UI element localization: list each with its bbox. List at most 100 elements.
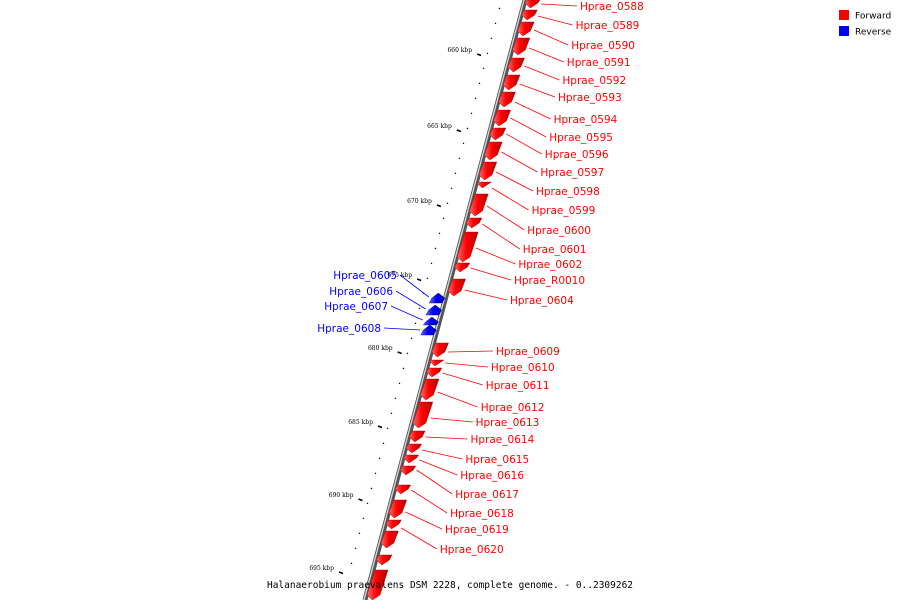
minor-ticks: [350, 7, 501, 565]
minor-tick: [462, 142, 465, 145]
forward-gene-feature: [388, 499, 407, 519]
gene-label-forward[interactable]: Hprae_0593: [558, 92, 622, 104]
minor-tick: [482, 67, 485, 70]
minor-tick: [486, 52, 489, 55]
major-tick: [416, 278, 422, 282]
gene-label-forward[interactable]: Hprae_0596: [545, 149, 609, 161]
gene-label-forward[interactable]: Hprae_0610: [491, 362, 555, 374]
leader-line: [482, 223, 521, 250]
gene-label-forward[interactable]: Hprae_0599: [532, 205, 596, 217]
leader-line: [430, 417, 473, 423]
minor-tick: [354, 547, 357, 550]
leader-line: [383, 327, 421, 331]
leader-line: [390, 305, 423, 321]
gene-label-reverse[interactable]: Hprae_0605: [333, 270, 397, 282]
gene-label-forward[interactable]: Hprae_0592: [562, 75, 626, 87]
gene-label-reverse[interactable]: Hprae_0608: [317, 323, 381, 335]
forward-gene-feature: [380, 530, 399, 549]
gene-label-forward[interactable]: Hprae_0611: [486, 380, 550, 392]
forward-gene-feature: [507, 57, 525, 73]
tick-label: 660 kbp: [447, 47, 472, 54]
minor-tick: [458, 157, 461, 160]
gene-label-forward[interactable]: Hprae_R0010: [514, 275, 585, 287]
leader-line: [395, 290, 426, 310]
gene-label-forward[interactable]: Hprae_0601: [523, 244, 587, 256]
gene-label-forward[interactable]: Hprae_0597: [540, 167, 604, 179]
genome-caption: Halanaerobium praevalens DSM 2228, compl…: [267, 580, 633, 591]
gene-label-forward[interactable]: Hprae_0590: [571, 40, 635, 52]
tick-label: 695 kbp: [309, 565, 334, 572]
gene-label-forward[interactable]: Hprae_0594: [554, 114, 618, 126]
leader-line: [540, 3, 578, 7]
forward-gene-feature: [502, 74, 521, 91]
minor-tick: [366, 502, 369, 505]
reverse-gene-feature: [420, 324, 437, 336]
leader-line: [445, 362, 488, 368]
forward-gene-feature: [454, 262, 471, 273]
gene-label-forward[interactable]: Hprae_0613: [476, 417, 540, 429]
minor-tick: [386, 427, 389, 430]
leader-line: [400, 527, 438, 550]
minor-tick: [402, 367, 405, 370]
minor-tick: [350, 562, 353, 565]
leader-line: [506, 133, 542, 155]
gene-label-forward[interactable]: Hprae_0618: [450, 508, 514, 520]
leader-line: [533, 29, 569, 46]
forward-gene-feature: [385, 519, 402, 530]
gene-label-forward[interactable]: Hprae_0591: [567, 57, 631, 69]
major-tick: [397, 351, 402, 355]
leader-line: [442, 372, 483, 386]
minor-tick: [454, 172, 457, 175]
leader-line: [537, 15, 573, 26]
forward-gene-feature: [476, 181, 493, 189]
minor-tick: [430, 262, 433, 265]
legend-reverse-label: Reverse: [855, 28, 892, 38]
gene-label-reverse[interactable]: Hprae_0607: [324, 301, 388, 313]
tick-label: 690 kbp: [329, 492, 354, 499]
gene-label-forward[interactable]: Hprae_0619: [445, 524, 509, 536]
forward-gene-feature: [498, 91, 516, 108]
gene-label-forward[interactable]: Hprae_0612: [481, 402, 545, 414]
minor-tick: [398, 382, 401, 385]
major-tick: [456, 129, 462, 133]
forward-gene-feature: [469, 193, 489, 217]
gene-label-forward[interactable]: Hprae_0614: [471, 434, 535, 446]
gene-label-forward[interactable]: Hprae_0616: [460, 470, 524, 482]
forward-gene-feature: [426, 367, 443, 378]
gene-features: [366, 0, 541, 600]
minor-tick: [498, 7, 501, 10]
gene-label-forward[interactable]: Hprae_0588: [580, 1, 644, 13]
legend: Forward Reverse: [839, 10, 892, 38]
gene-label-forward[interactable]: Hprae_0604: [510, 295, 574, 307]
gene-label-forward[interactable]: Hprae_0602: [518, 259, 582, 271]
minor-tick: [382, 442, 385, 445]
forward-gene-feature: [521, 9, 538, 21]
gene-label-forward[interactable]: Hprae_0615: [465, 454, 529, 466]
gene-label-forward[interactable]: Hprae_0589: [576, 20, 640, 32]
forward-gene-feature: [376, 554, 393, 566]
leader-line: [495, 171, 534, 192]
gene-label-forward[interactable]: Hprae_0600: [527, 225, 591, 237]
gene-label-forward[interactable]: Hprae_0598: [536, 186, 600, 198]
gene-label-forward[interactable]: Hprae_0617: [455, 489, 519, 501]
forward-gene-feature: [447, 278, 466, 297]
gene-labels: Hprae_0588 Hprae_0589 Hprae_0590 Hprae_0591…: [317, 1, 644, 556]
gene-label-forward[interactable]: Hprae_0595: [549, 132, 613, 144]
leader-line: [425, 436, 468, 440]
tick-label: 670 kbp: [407, 198, 432, 205]
reverse-gene-feature: [425, 304, 442, 316]
gene-label-reverse[interactable]: Hprae_0606: [329, 286, 393, 298]
minor-tick: [378, 457, 381, 460]
gene-label-forward[interactable]: Hprae_0609: [496, 346, 560, 358]
leader-line: [514, 101, 551, 120]
minor-tick: [362, 517, 365, 520]
major-tick: [338, 571, 344, 575]
forward-gene-feature: [456, 231, 479, 263]
minor-tick: [478, 82, 481, 85]
minor-tick: [426, 277, 429, 280]
gene-label-forward[interactable]: Hprae_0620: [440, 544, 504, 556]
legend-forward-label: Forward: [855, 12, 891, 22]
minor-tick: [358, 532, 361, 535]
